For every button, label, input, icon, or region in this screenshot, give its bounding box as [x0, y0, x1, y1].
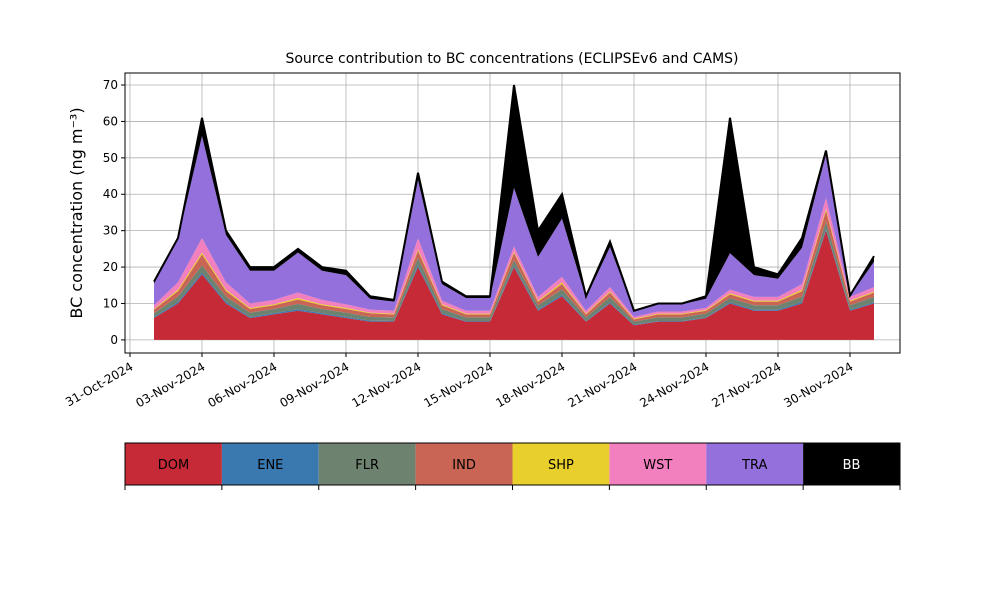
y-tick-label: 40: [103, 187, 118, 201]
y-tick-label: 60: [103, 114, 118, 128]
x-tick-label: 24-Nov-2024: [637, 359, 711, 410]
legend-swatch: [318, 443, 416, 485]
x-tick-label: 15-Nov-2024: [421, 359, 495, 410]
x-tick-label: 30-Nov-2024: [781, 359, 855, 410]
y-tick-label: 30: [103, 224, 118, 238]
legend-swatch: [221, 443, 319, 485]
y-tick-label: 50: [103, 151, 118, 165]
legend-label: DOM: [158, 458, 189, 473]
legend-swatch: [125, 443, 222, 485]
legend-label: SHP: [548, 458, 574, 473]
x-tick-label: 06-Nov-2024: [205, 359, 279, 410]
legend-label: TRA: [741, 458, 767, 473]
x-tick-label: 31-Oct-2024: [63, 359, 135, 409]
x-tick-label: 09-Nov-2024: [277, 359, 351, 410]
x-tick-label: 03-Nov-2024: [133, 359, 207, 410]
x-tick-label: 27-Nov-2024: [709, 359, 783, 410]
area-bb: [154, 85, 874, 312]
legend-label: ENE: [257, 458, 283, 473]
legend-frame: [124, 442, 901, 486]
y-tick-label: 10: [103, 296, 118, 310]
area-dom: [154, 230, 874, 340]
y-axis-label: BC concentration (ng m⁻³): [67, 107, 86, 318]
y-tick-label: 20: [103, 260, 118, 274]
legend-label: FLR: [355, 458, 379, 473]
legend-swatch: [512, 443, 610, 485]
x-tick-label: 12-Nov-2024: [349, 359, 423, 410]
plot-frame: [124, 72, 901, 354]
legend-swatch: [706, 443, 804, 485]
legend-swatch: [803, 443, 900, 485]
chart-title: Source contribution to BC concentrations…: [285, 51, 738, 67]
legend-label: WST: [643, 458, 672, 473]
legend-swatch: [609, 443, 707, 485]
area-tra: [154, 135, 874, 317]
x-tick-label: 18-Nov-2024: [493, 359, 567, 410]
legend-label: IND: [452, 458, 476, 473]
y-tick-label: 70: [103, 78, 118, 92]
legend-label: BB: [843, 458, 861, 473]
x-tick-label: 21-Nov-2024: [565, 359, 639, 410]
legend-swatch: [415, 443, 513, 485]
total-outline: [153, 84, 875, 312]
y-tick-label: 0: [110, 333, 118, 347]
